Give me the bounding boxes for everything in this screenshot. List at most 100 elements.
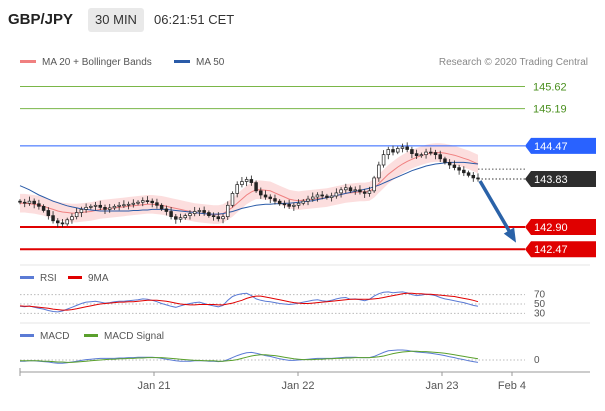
candle: [310, 192, 315, 202]
candle: [89, 204, 93, 210]
candle: [263, 190, 268, 200]
candle: [107, 203, 112, 213]
candle: [98, 200, 103, 211]
candle: [32, 198, 36, 209]
candle: [60, 218, 65, 228]
rsi-legend-label: RSI: [40, 273, 57, 284]
moving-averages: [19, 152, 479, 216]
level-label-145.19: 145.19: [533, 104, 567, 116]
candle: [150, 198, 154, 208]
rsi-legend-swatch: [20, 276, 34, 279]
candle: [188, 210, 192, 220]
level-label-142.90: 142.90: [534, 222, 568, 234]
ma50-legend-label: MA 50: [196, 57, 225, 68]
candle: [391, 145, 395, 156]
candle: [136, 200, 140, 206]
candle: [400, 143, 405, 153]
candle: [377, 161, 381, 182]
candle: [325, 193, 329, 200]
candle: [79, 206, 84, 218]
candle: [155, 198, 159, 209]
ma20-legend-swatch: [20, 60, 36, 63]
macd-legend: MACD MACD Signal: [20, 331, 164, 342]
candle: [292, 202, 296, 211]
candle: [211, 212, 216, 221]
x-tick-label: Jan 23: [425, 380, 458, 392]
level-tag-142.47: [525, 241, 596, 258]
candle: [46, 207, 51, 220]
candle: [443, 156, 447, 165]
candle: [235, 181, 239, 198]
chart-header: GBP/JPY 30 MIN 06:21:51 CET: [0, 0, 605, 40]
ma50-line: [19, 161, 479, 215]
candle: [131, 199, 136, 208]
x-tick-label: Feb 4: [498, 380, 526, 392]
candle: [386, 146, 391, 160]
candle: [348, 185, 353, 193]
timestamp: 06:21:51 CET: [154, 12, 235, 27]
projection-arrow-head: [503, 227, 517, 243]
interval-selector[interactable]: 30 MIN: [88, 8, 144, 32]
rsi-ma-legend-swatch: [68, 276, 82, 279]
ma20-legend-label: MA 20 + Bollinger Bands: [42, 57, 152, 68]
x-tick-label: Jan 22: [281, 380, 314, 392]
candle: [419, 152, 424, 158]
rsi-ma-legend-label: 9MA: [88, 273, 109, 284]
candle: [254, 180, 258, 193]
candle: [462, 166, 466, 177]
candle: [164, 205, 169, 216]
candle: [192, 206, 197, 217]
candle: [84, 203, 88, 213]
candle: [471, 172, 476, 182]
candle: [273, 194, 277, 205]
x-tick-label: Jan 21: [137, 380, 170, 392]
candle: [51, 211, 55, 224]
candle: [70, 213, 74, 224]
candle: [433, 149, 438, 160]
candle: [230, 191, 235, 208]
candle: [216, 212, 221, 222]
candle: [169, 206, 173, 220]
candle: [259, 187, 263, 199]
candle: [183, 213, 188, 220]
candle: [244, 176, 249, 187]
candle: [424, 148, 428, 159]
ma50-legend-swatch: [174, 60, 190, 63]
candle: [112, 204, 117, 210]
candle: [197, 207, 202, 217]
candle: [381, 150, 386, 168]
candle: [353, 186, 357, 195]
research-credit: Research © 2020 Trading Central: [439, 57, 588, 68]
candle: [117, 201, 121, 211]
candle: [372, 175, 376, 193]
level-tag-144.47: [525, 137, 596, 154]
level-labels: 145.62 145.19 144.47 142.90 142.47 143.83: [525, 81, 596, 258]
candle: [334, 188, 339, 199]
candle: [438, 150, 442, 163]
key-levels: [20, 85, 525, 251]
macd-signal-legend-label: MACD Signal: [104, 331, 164, 342]
candle: [287, 199, 291, 210]
macd-signal-legend-swatch: [84, 334, 98, 337]
candle: [240, 176, 244, 188]
candle: [306, 195, 310, 206]
candle: [226, 201, 230, 220]
candle: [159, 203, 164, 211]
candle: [126, 201, 131, 210]
main-legend: MA 20 + Bollinger Bands MA 50 Research ©…: [20, 57, 588, 68]
macd-legend-label: MACD: [40, 331, 69, 342]
candle: [395, 146, 400, 155]
projection-arrow-line: [478, 180, 516, 241]
candle: [296, 199, 301, 209]
candle: [457, 164, 461, 175]
candle: [74, 207, 79, 220]
candle: [18, 199, 22, 205]
candle: [358, 185, 362, 195]
candle: [414, 149, 419, 160]
macd-zero-label: 0: [534, 355, 540, 366]
candle: [476, 173, 480, 182]
candle: [145, 196, 150, 204]
candle: [447, 159, 452, 169]
